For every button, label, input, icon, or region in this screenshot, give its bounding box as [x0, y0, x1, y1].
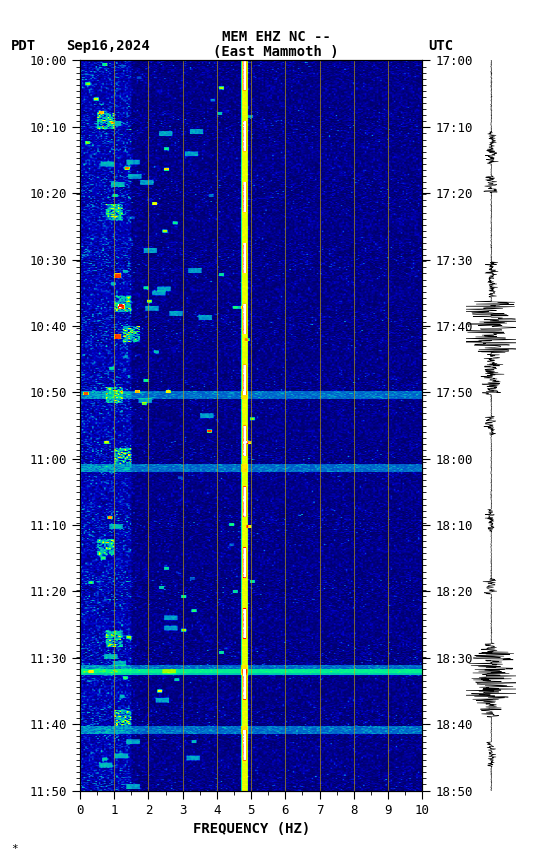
Text: MEM EHZ NC --: MEM EHZ NC -- — [221, 30, 331, 44]
X-axis label: FREQUENCY (HZ): FREQUENCY (HZ) — [193, 823, 310, 836]
Text: UTC: UTC — [428, 39, 453, 53]
Text: Sep16,2024: Sep16,2024 — [66, 39, 150, 53]
Text: *: * — [11, 843, 18, 854]
Text: (East Mammoth ): (East Mammoth ) — [213, 45, 339, 59]
Text: PDT: PDT — [11, 39, 36, 53]
